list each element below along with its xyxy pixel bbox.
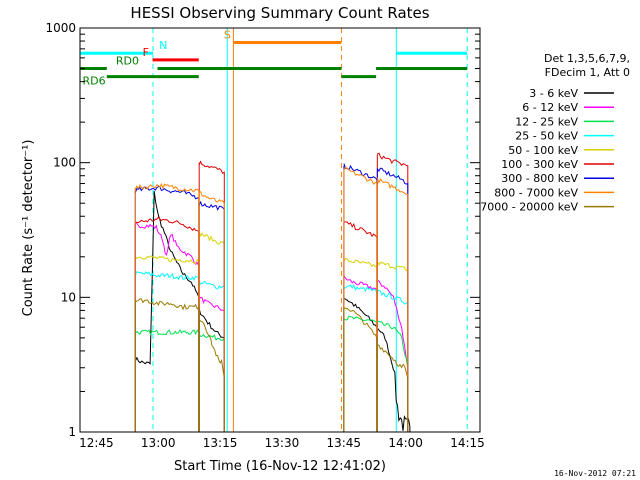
flag-s-label-0: S: [224, 29, 231, 42]
y-tick-label: 1: [68, 425, 76, 439]
y-axis-label: Count Rate (s⁻¹ detector⁻¹): [21, 140, 36, 317]
legend-entry-label: 6 - 12 keV: [522, 101, 578, 114]
vertical-markers: [79, 28, 468, 432]
series-4-orbit-2: [343, 257, 378, 432]
legend-entry-label: 3 - 6 keV: [529, 87, 578, 100]
x-tick-label: 13:45: [326, 436, 361, 450]
plot-axes: 12:45 13:00 13:15 13:30 13:45 14:00 14:15 1 10 10…: [45, 21, 484, 450]
legend-entry-label: 12 - 25 keV: [515, 115, 578, 128]
legend-entry-label: 100 - 300 keV: [501, 158, 578, 171]
x-tick-label: 13:00: [141, 436, 176, 450]
x-tick-label: 13:15: [203, 436, 238, 450]
x-axis-label: Start Time (16-Nov-12 12:41:02): [174, 459, 386, 474]
flag-f-label-0: F: [143, 46, 149, 59]
series-6-orbit-1: [198, 200, 225, 432]
series-0-orbit-2: [343, 297, 378, 432]
series-0-orbit-1: [198, 308, 225, 432]
x-tick-label: 13:30: [265, 436, 300, 450]
series-8-orbit-2: [343, 307, 378, 432]
y-tick-label: 1000: [45, 21, 76, 35]
series-6-orbit-2: [343, 163, 378, 432]
series-7-orbit-2: [343, 166, 378, 432]
legend-entry-label: 25 - 50 keV: [515, 130, 578, 143]
series-2-orbit-2: [343, 315, 378, 432]
series-lines: [134, 152, 411, 432]
series-3-orbit-1: [198, 280, 225, 432]
series-7-orbit-3: [376, 177, 409, 432]
series-2-orbit-0: [134, 329, 200, 432]
legend-header-1: FDecim 1, Att 0: [545, 66, 630, 79]
legend-entry-label: 7000 - 20000 keV: [480, 201, 578, 214]
series-8-orbit-1: [198, 319, 225, 432]
series-6-orbit-3: [376, 167, 409, 432]
legend-entry-label: 300 - 800 keV: [501, 172, 578, 185]
series-0-orbit-3: [376, 327, 411, 432]
series-4-orbit-1: [198, 231, 225, 432]
x-tick-label: 12:45: [79, 436, 114, 450]
legend-entry-label: 50 - 100 keV: [508, 144, 578, 157]
flag-rd6-label-0: RD6: [82, 75, 105, 88]
y-tick-label: 10: [61, 290, 76, 304]
series-3-orbit-3: [377, 289, 409, 432]
series-0-orbit-0: [134, 191, 200, 432]
series-8-orbit-3: [377, 344, 409, 432]
flag-bars: N S F RD0 RD6: [80, 29, 468, 88]
series-2-orbit-3: [377, 320, 409, 432]
legend-header-0: Det 1,3,5,6,7,9,: [544, 52, 630, 65]
series-1-orbit-3: [377, 280, 409, 432]
series-1-orbit-0: [135, 221, 200, 432]
series-8-orbit-0: [134, 298, 200, 432]
series-5-orbit-1: [198, 160, 225, 432]
plot-timestamp: 16-Nov-2012 07:21: [554, 469, 636, 478]
series-5-orbit-0: [135, 216, 200, 432]
series-5-orbit-2: [343, 221, 378, 432]
legend: Det 1,3,5,6,7,9,FDecim 1, Att 0 3 - 6 keV…: [480, 52, 630, 214]
flag-rd0-label-0: RD0: [116, 55, 139, 68]
series-3-orbit-2: [343, 284, 378, 432]
series-4-orbit-0: [134, 255, 200, 432]
x-tick-label: 14:15: [450, 436, 485, 450]
series-5-orbit-3: [377, 152, 409, 432]
series-7-orbit-1: [199, 191, 225, 432]
series-6-orbit-0: [134, 186, 200, 432]
series-1-orbit-2: [343, 275, 378, 432]
series-1-orbit-1: [198, 296, 225, 432]
series-4-orbit-3: [376, 261, 409, 432]
plot-frame: [79, 27, 481, 433]
series-2-orbit-1: [198, 333, 225, 432]
flag-n-label-0: N: [159, 39, 167, 52]
chart-title: HESSI Observing Summary Count Rates: [130, 4, 429, 22]
y-tick-label: 100: [53, 156, 76, 170]
series-3-orbit-0: [134, 271, 200, 432]
legend-entry-label: 800 - 7000 keV: [494, 186, 578, 199]
x-tick-label: 14:00: [388, 436, 423, 450]
series-7-orbit-0: [134, 182, 200, 432]
